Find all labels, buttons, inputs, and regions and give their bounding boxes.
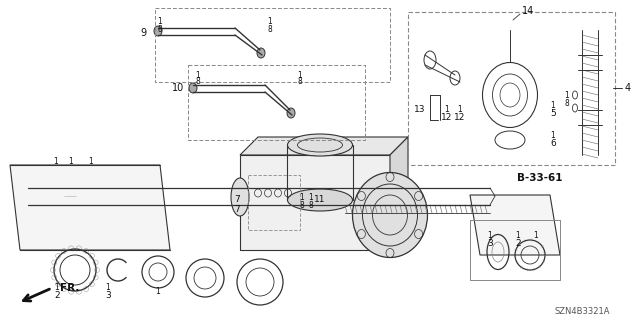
Text: 1: 1 — [458, 106, 462, 115]
Text: 8: 8 — [308, 201, 314, 210]
Text: 12: 12 — [442, 114, 452, 122]
Text: 3: 3 — [105, 291, 111, 300]
Text: 12: 12 — [454, 114, 466, 122]
Text: 8: 8 — [300, 201, 305, 210]
Text: 1: 1 — [516, 231, 520, 240]
Polygon shape — [10, 165, 170, 250]
Ellipse shape — [287, 189, 353, 211]
Text: 2: 2 — [515, 239, 521, 248]
Text: 1: 1 — [550, 100, 556, 109]
Text: 1: 1 — [550, 130, 556, 139]
Text: 1: 1 — [308, 192, 314, 202]
Text: 1: 1 — [106, 283, 110, 292]
Text: 1: 1 — [196, 70, 200, 79]
Ellipse shape — [231, 178, 249, 216]
Text: 1: 1 — [54, 283, 60, 292]
Ellipse shape — [287, 134, 353, 156]
Text: 1: 1 — [54, 158, 58, 167]
Text: 1: 1 — [534, 231, 538, 240]
Polygon shape — [470, 195, 560, 255]
Ellipse shape — [189, 83, 197, 93]
Ellipse shape — [257, 48, 265, 58]
Text: 8: 8 — [268, 25, 273, 33]
Text: 2: 2 — [54, 291, 60, 300]
Text: 7: 7 — [234, 205, 240, 214]
Text: 6: 6 — [550, 138, 556, 147]
Text: 9: 9 — [140, 28, 146, 38]
Text: 1: 1 — [300, 192, 305, 202]
Text: 7: 7 — [234, 196, 240, 204]
Text: 1: 1 — [268, 18, 273, 26]
Text: 8: 8 — [196, 78, 200, 86]
Text: 1: 1 — [445, 106, 449, 115]
Text: 1: 1 — [157, 18, 163, 26]
Text: FR.: FR. — [60, 283, 79, 293]
Text: 14: 14 — [522, 6, 534, 16]
Text: 1: 1 — [564, 91, 570, 100]
Text: 3: 3 — [487, 239, 493, 248]
Text: 8: 8 — [298, 78, 302, 86]
Polygon shape — [240, 155, 390, 250]
Polygon shape — [240, 137, 408, 155]
Ellipse shape — [154, 26, 162, 36]
Ellipse shape — [287, 108, 295, 118]
Text: SZN4B3321A: SZN4B3321A — [554, 308, 610, 316]
Text: 13: 13 — [414, 106, 426, 115]
Polygon shape — [390, 137, 408, 250]
Text: 8: 8 — [157, 25, 163, 33]
Text: 10: 10 — [172, 83, 184, 93]
Text: 1: 1 — [156, 287, 161, 296]
Ellipse shape — [353, 173, 428, 257]
Text: 1: 1 — [298, 70, 302, 79]
Text: 8: 8 — [564, 99, 570, 108]
Text: 11: 11 — [314, 196, 326, 204]
Text: B-33-61: B-33-61 — [517, 173, 563, 183]
Text: 1: 1 — [488, 231, 492, 240]
Text: 5: 5 — [550, 108, 556, 117]
Text: 4: 4 — [625, 83, 631, 93]
Text: 1: 1 — [68, 158, 74, 167]
Text: 1: 1 — [88, 158, 93, 167]
